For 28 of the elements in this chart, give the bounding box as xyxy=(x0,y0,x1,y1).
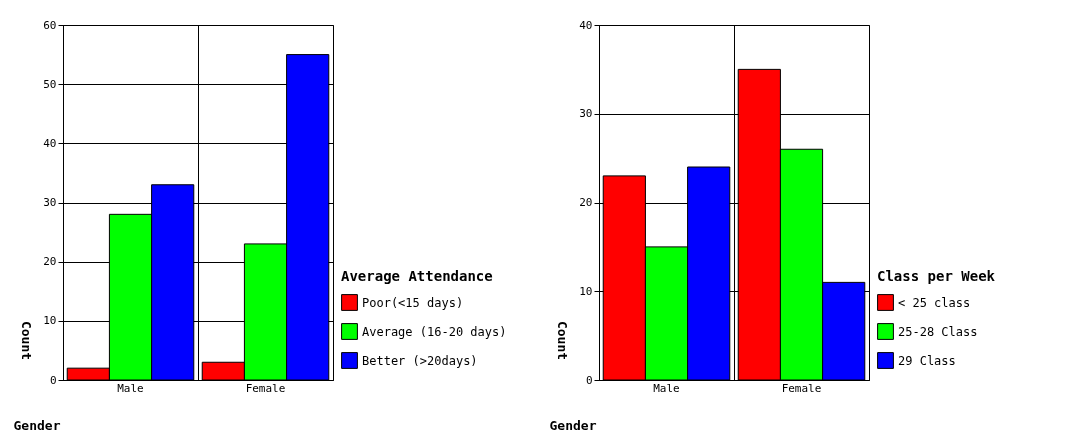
y-tick-label: 50 xyxy=(43,77,57,91)
x-tick-label: Male xyxy=(653,381,680,395)
legend-label: < 25 class xyxy=(898,295,971,310)
y-axis-title: Count xyxy=(555,320,571,361)
x-tick-label: Female xyxy=(781,381,822,395)
y-tick-label: 30 xyxy=(43,196,57,209)
y-tick-label: 0 xyxy=(49,373,57,387)
y-axis-title: Count xyxy=(19,320,35,361)
y-tick-label: 20 xyxy=(579,196,593,209)
y-tick-label: 30 xyxy=(579,107,593,121)
legend-label: 25-28 Class xyxy=(898,324,978,339)
legend-label: Better (>20days) xyxy=(362,353,478,368)
legend-title: Class per Week xyxy=(877,268,996,284)
x-tick-label: Male xyxy=(117,381,144,395)
y-tick-label: 40 xyxy=(579,18,593,32)
legend-label: Average (16-20 days) xyxy=(362,324,507,339)
y-tick-label: 20 xyxy=(43,255,57,269)
x-axis-title: Gender xyxy=(13,417,61,430)
y-tick-label: 60 xyxy=(43,18,57,32)
y-tick-label: 40 xyxy=(43,136,57,150)
y-tick-label: 10 xyxy=(579,284,593,298)
legend-title: Average Attendance xyxy=(341,268,493,284)
y-tick-label: 10 xyxy=(43,314,57,328)
legend-label: 29 Class xyxy=(898,353,956,368)
legend-label: Poor(<15 days) xyxy=(362,295,464,310)
y-tick-label: 0 xyxy=(585,373,593,387)
x-axis-title: Gender xyxy=(549,417,597,430)
x-tick-label: Female xyxy=(245,381,286,395)
